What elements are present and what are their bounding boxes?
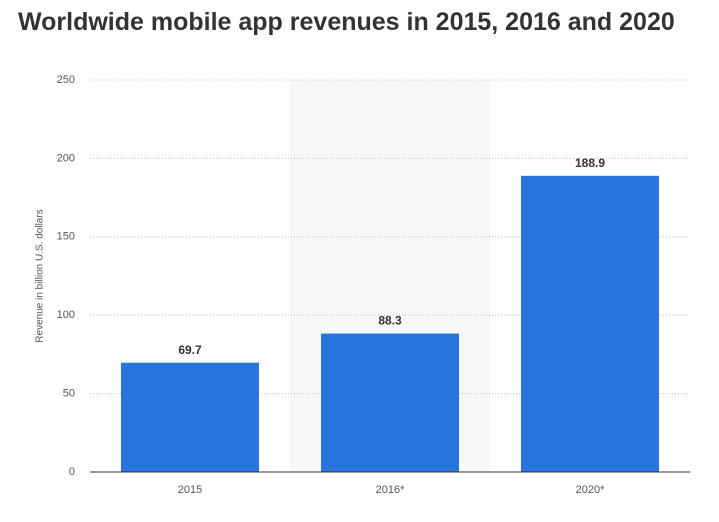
y-tick-label: 50 [63,388,75,400]
chart-title: Worldwide mobile app revenues in 2015, 2… [18,8,675,36]
data-label: 69.7 [178,343,202,357]
y-tick-label: 250 [57,74,75,86]
bar [121,362,259,472]
data-label: 88.3 [378,314,402,328]
y-tick-label: 150 [57,231,75,243]
y-tick-label: 200 [57,152,75,164]
y-tick-label: 0 [69,466,75,478]
data-label: 188.9 [575,156,605,170]
bar [321,333,459,472]
x-tick-label: 2015 [178,484,202,496]
y-tick-label: 100 [57,309,75,321]
y-axis-label: Revenue in billion U.S. dollars [35,209,46,342]
x-tick-label: 2016* [376,484,405,496]
bar [521,175,659,472]
x-tick-label: 2020* [576,484,605,496]
